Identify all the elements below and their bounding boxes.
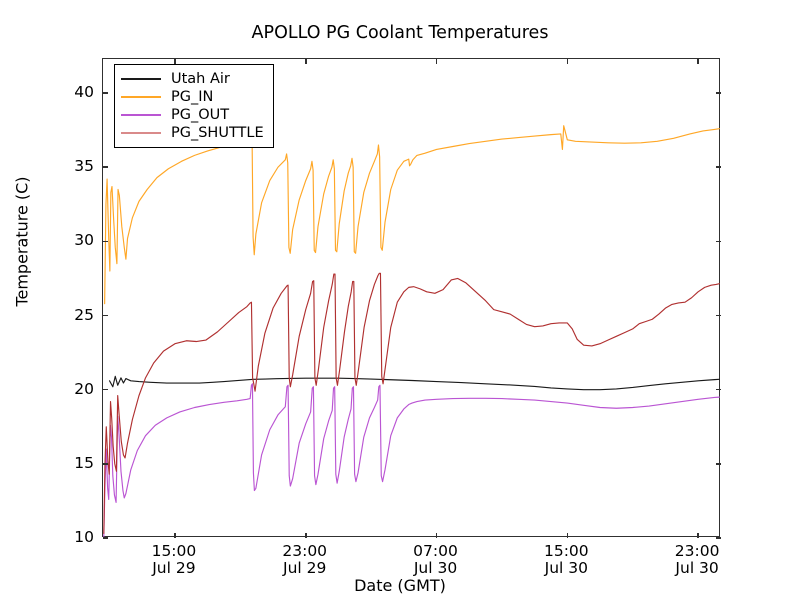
legend-item: Utah Air [121,70,264,88]
x-tick-mark [566,533,569,538]
x-tick-mark-top [435,59,438,64]
legend-color-swatch [121,78,161,80]
x-tick-label: 15:00 Jul 30 [543,542,589,577]
legend-label: Utah Air [171,71,230,87]
y-tick-mark-right [716,166,721,169]
chart-legend: Utah Air PG_IN PG_OUT PG_SHUTTLE [114,64,274,148]
legend-label: PG_SHUTTLE [171,125,264,141]
x-tick-label: 07:00 Jul 30 [413,542,458,577]
y-tick-mark-right [716,388,721,391]
chart-title: APOLLO PG Coolant Temperatures [251,23,549,43]
y-tick-mark-right [716,463,721,465]
x-tick-mark-top [174,59,176,64]
y-tick-mark-right [716,314,721,317]
legend-label: PG_IN [171,89,214,105]
legend-label: PG_OUT [171,107,230,123]
y-tick-mark [103,537,108,539]
x-tick-mark [697,533,699,538]
y-tick-label: 35 [74,157,94,176]
series-line [108,375,720,391]
y-tick-mark-right [716,537,721,539]
y-tick-mark [103,166,108,169]
legend-item: PG_OUT [121,106,264,124]
y-tick-mark [103,92,108,94]
y-tick-mark [103,463,108,465]
y-tick-mark [103,388,108,391]
x-tick-label: 15:00 Jul 29 [151,542,197,577]
y-tick-label: 25 [74,305,94,324]
x-tick-mark [174,533,176,538]
series-line [104,125,720,305]
x-tick-mark [435,533,438,538]
x-tick-mark [304,533,307,538]
y-tick-mark [103,314,108,317]
plot-area: Utah Air PG_IN PG_OUT PG_SHUTTLE [102,58,721,539]
y-tick-label: 40 [74,83,94,102]
y-tick-mark-right [716,92,721,94]
legend-color-swatch [121,132,161,134]
x-tick-mark-top [304,59,307,64]
x-axis-label: Date (GMT) [354,576,446,595]
y-tick-label: 10 [74,528,94,546]
x-tick-mark-top [566,59,569,64]
legend-color-swatch [121,114,161,116]
y-tick-label: 20 [74,379,94,398]
y-tick-mark [103,240,108,243]
y-tick-label: 15 [74,453,94,472]
series-line [103,272,720,535]
legend-item: PG_SHUTTLE [121,124,264,142]
x-tick-mark-top [697,59,699,64]
y-tick-mark-right [716,240,721,243]
y-tick-label: 30 [74,231,94,250]
legend-color-swatch [121,96,161,98]
plot-lines [103,125,720,538]
x-tick-label: 23:00 Jul 30 [674,542,720,577]
x-tick-label: 23:00 Jul 29 [282,542,328,577]
legend-item: PG_IN [121,88,264,106]
y-axis-label: Temperature (C) [12,176,32,307]
series-line [103,383,720,538]
